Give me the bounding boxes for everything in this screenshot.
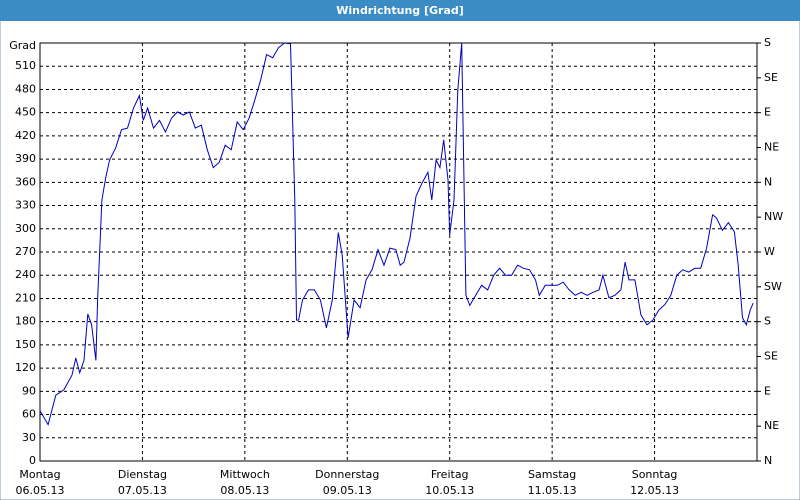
x-tick-date: 09.05.13 [323, 484, 372, 497]
x-tick-label: Freitag [431, 468, 469, 481]
x-tick-date: 08.05.13 [220, 484, 269, 497]
y2-tick-label: N [764, 454, 772, 467]
y2-tick-label: SE [764, 71, 778, 84]
y-tick-label: 90 [22, 384, 36, 397]
y-tick-label: 360 [15, 175, 36, 188]
y-tick-label: 0 [29, 454, 36, 467]
x-tick-date: 06.05.13 [16, 484, 65, 497]
wind-direction-line [39, 42, 754, 426]
title-bar [0, 0, 800, 21]
x-tick-date: 07.05.13 [118, 484, 167, 497]
y-tick-label: 480 [15, 82, 36, 95]
y-tick-label: 240 [15, 268, 36, 281]
y-tick-label: 120 [15, 361, 36, 374]
y2-tick-label: NE [764, 419, 779, 432]
x-tick-label: Donnerstag [315, 468, 379, 481]
x-tick-date: 12.05.13 [630, 484, 679, 497]
x-tick-label: Mittwoch [220, 468, 270, 481]
y2-tick-label: N [764, 175, 772, 188]
x-tick-label: Montag [19, 468, 60, 481]
y-tick-label: 330 [15, 199, 36, 212]
y-tick-label: 300 [15, 222, 36, 235]
chart-title: Windrichtung [Grad] [336, 4, 464, 17]
y-tick-label: 180 [15, 315, 36, 328]
plot-frame [39, 42, 758, 462]
x-tick-label: Dienstag [118, 468, 167, 481]
y2-tick-label: NW [764, 210, 783, 223]
x-tick-label: Sonntag [632, 468, 678, 481]
x-tick-date: 10.05.13 [425, 484, 474, 497]
x-tick-date: 11.05.13 [528, 484, 577, 497]
y-tick-label: 510 [15, 59, 36, 72]
y2-tick-label: SW [764, 280, 782, 293]
y2-tick-label: W [764, 245, 775, 258]
y2-tick-label: E [764, 384, 771, 397]
y2-tick-label: S [764, 315, 771, 328]
y-tick-label: 270 [15, 245, 36, 258]
y-tick-label: 210 [15, 291, 36, 304]
x-tick-label: Samstag [528, 468, 576, 481]
y2-tick-label: NE [764, 141, 779, 154]
y2-tick-label: SE [764, 350, 778, 363]
y-tick-label: 150 [15, 338, 36, 351]
y-axis-label: Grad [9, 39, 36, 52]
y2-tick-label: E [764, 106, 771, 119]
y-tick-label: 420 [15, 129, 36, 142]
y-tick-label: 450 [15, 106, 36, 119]
y-tick-label: 390 [15, 152, 36, 165]
y2-tick-label: S [764, 36, 771, 49]
y-tick-label: 30 [22, 431, 36, 444]
y-tick-label: 60 [22, 408, 36, 421]
